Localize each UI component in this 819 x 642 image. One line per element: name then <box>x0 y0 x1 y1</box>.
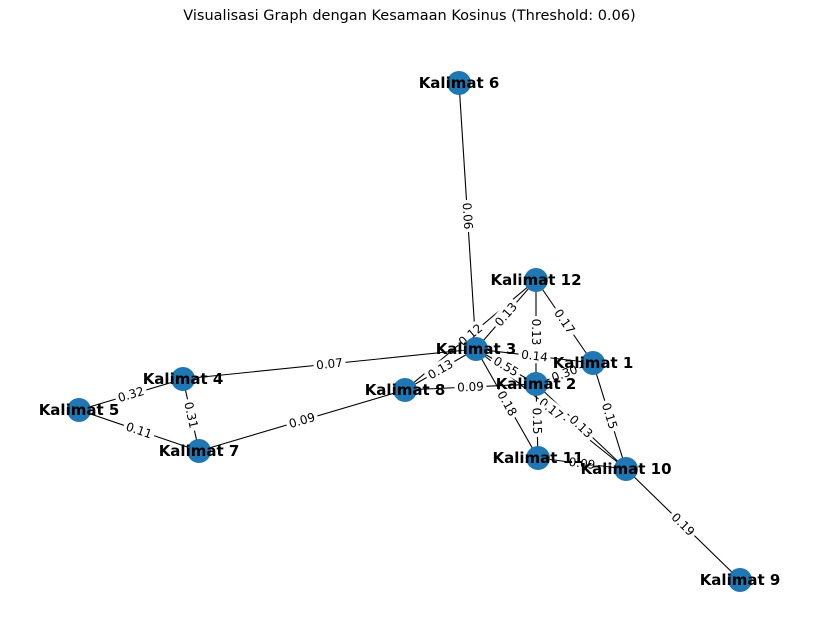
edge-weight-label-bg <box>546 360 582 386</box>
diagram-title: Visualisasi Graph dengan Kesamaan Kosinu… <box>183 8 636 24</box>
edge-weight-label: 0.13 <box>529 316 544 348</box>
edge-weight-label-bg <box>565 453 599 473</box>
edge-weight-label-bg <box>453 318 488 351</box>
node-label-layer: Kalimat 1 Kalimat 2 Kalimat 3 Kalimat 4 Kali… <box>39 74 781 589</box>
edge-weight-label-bg <box>459 199 477 233</box>
node-label-k8: Kalimat 8 <box>365 381 446 399</box>
edge-label-layer: 0.060.070.320.310.11 0.090.130.090.120.13… <box>113 199 701 541</box>
edge-weight-label: 0.14 <box>517 346 552 365</box>
edge-weight-label-bg <box>121 417 157 443</box>
edge-weight-label: 0.15 <box>529 404 546 438</box>
edge-weight-label-bg <box>180 397 203 433</box>
node-label-k9: Kalimat 9 <box>700 571 781 589</box>
edge-weight-label: 0.07 <box>312 354 347 373</box>
edge-weight-text: 0.06 <box>460 202 476 230</box>
node-label-k6: Kalimat 6 <box>419 74 500 92</box>
node-k3 <box>464 337 488 361</box>
edge-weight-text: 0.07 <box>315 356 343 373</box>
edge-weight-text: 0.15 <box>530 407 545 434</box>
edge-weight-label: 0.11 <box>121 417 157 443</box>
node-label-k3: Kalimat 3 <box>436 340 517 358</box>
edge-weight-text: 0.14 <box>520 347 548 364</box>
edge-weight-label-bg <box>534 392 569 425</box>
edge-weight-label-bg <box>666 507 701 541</box>
edge-weight-label: 0.13 <box>422 354 458 384</box>
edge-weight-label-bg <box>493 385 522 421</box>
node-label-k5: Kalimat 5 <box>39 401 120 419</box>
edge-weight-label-bg <box>284 408 320 432</box>
edge-weight-label-bg <box>454 378 487 395</box>
node-k7 <box>187 439 211 463</box>
edge-weight-label: 0.09 <box>565 453 599 473</box>
node-k5 <box>67 398 91 422</box>
node-layer <box>67 71 752 592</box>
edge-weight-label-bg <box>529 316 544 348</box>
edge-weight-text: 0.09 <box>287 410 317 431</box>
edge-weight-label: 0.13 <box>564 409 599 443</box>
edge-weight-label: 0.55 <box>488 351 524 381</box>
node-label-k7: Kalimat 7 <box>159 442 240 460</box>
edge-weight-text: 0.09 <box>568 455 596 472</box>
node-label-k11: Kalimat 11 <box>492 449 583 467</box>
edge-weight-label: 0.31 <box>180 397 203 433</box>
edge-weight-label-bg <box>549 303 581 339</box>
edge-weight-label-bg <box>489 297 522 332</box>
node-k1 <box>581 351 605 375</box>
edge-weight-label-bg <box>422 354 458 384</box>
edge-weight-label: 0.15 <box>598 398 622 434</box>
edge-weight-label-bg <box>488 351 524 381</box>
node-k4 <box>171 367 195 391</box>
edge-weight-label-bg <box>598 398 622 434</box>
edge-weight-label-bg <box>529 404 546 438</box>
edge-weight-label-bg <box>312 354 347 373</box>
edge-weight-label: 0.17 <box>549 303 581 339</box>
node-label-k4: Kalimat 4 <box>143 370 224 388</box>
node-label-k2: Kalimat 2 <box>496 375 577 393</box>
edge-weight-label-bg <box>113 382 149 406</box>
node-k2 <box>524 372 548 396</box>
node-k10 <box>614 457 638 481</box>
edge-weight-text: 0.15 <box>599 401 620 431</box>
node-k12 <box>524 268 548 292</box>
edge-weight-label: 0.09 <box>284 408 320 432</box>
node-k11 <box>526 446 550 470</box>
node-label-k10: Kalimat 10 <box>580 460 671 478</box>
node-k8 <box>393 378 417 402</box>
edge-weight-text: 0.13 <box>529 319 543 346</box>
edge-weight-text: 0.32 <box>116 384 146 405</box>
edge-weight-label: 0.09 <box>454 378 487 395</box>
node-k9 <box>728 568 752 592</box>
edge-weight-text: 0.31 <box>181 400 200 429</box>
node-k6 <box>447 71 471 95</box>
edge-weight-label: 0.06 <box>459 199 477 233</box>
edge-weight-text: 0.09 <box>457 379 484 394</box>
node-label-k1: Kalimat 1 <box>553 354 634 372</box>
edge-weight-label-bg <box>564 409 599 443</box>
node-label-k12: Kalimat 12 <box>490 271 581 289</box>
edge-weight-text: 0.11 <box>124 420 154 442</box>
edge-weight-label-bg <box>517 346 552 365</box>
edge-layer <box>78 82 741 581</box>
